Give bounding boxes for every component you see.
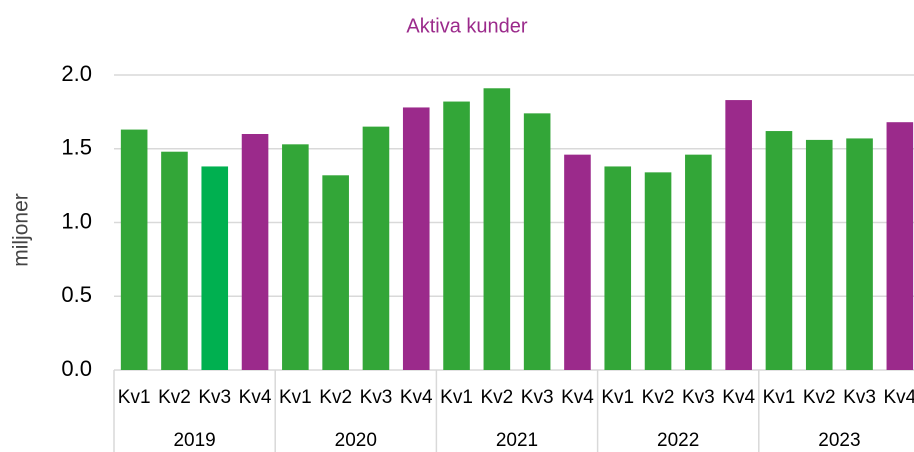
x-tick-label: Kv2 xyxy=(319,387,352,408)
group-label: 2023 xyxy=(818,430,860,451)
bar xyxy=(685,154,712,370)
x-tick-label: Kv2 xyxy=(642,387,675,408)
bar xyxy=(564,154,591,370)
x-tick-label: Kv2 xyxy=(803,387,836,408)
bar xyxy=(846,138,873,370)
x-tick-label: Kv3 xyxy=(360,387,393,408)
x-tick-label: Kv1 xyxy=(279,387,312,408)
x-tick-label: Kv3 xyxy=(682,387,715,408)
x-tick-label: Kv3 xyxy=(198,387,231,408)
group-label: 2022 xyxy=(657,430,699,451)
bar xyxy=(644,172,672,370)
y-axis-label: miljoner xyxy=(10,193,33,267)
y-tick-label: 1.0 xyxy=(61,208,92,233)
group-label: 2021 xyxy=(496,430,538,451)
bar xyxy=(886,122,914,370)
x-tick-label: Kv3 xyxy=(521,387,554,408)
bar xyxy=(402,107,430,370)
bar xyxy=(483,88,511,371)
x-tick-label: Kv1 xyxy=(601,387,634,408)
x-tick-label: Kv4 xyxy=(400,387,433,408)
x-tick-label: Kv1 xyxy=(440,387,473,408)
x-tick-label: Kv4 xyxy=(239,387,272,408)
bar xyxy=(322,175,349,370)
x-tick-label: Kv3 xyxy=(843,387,876,408)
bar xyxy=(443,101,470,371)
x-tick-label: Kv4 xyxy=(883,387,914,408)
y-tick-label: 2.0 xyxy=(61,61,92,86)
x-tick-label: Kv2 xyxy=(480,387,513,408)
y-tick-label: 0.0 xyxy=(61,356,92,381)
bar xyxy=(604,166,632,370)
bar xyxy=(201,166,229,370)
bar xyxy=(805,139,833,370)
x-tick-label: Kv4 xyxy=(561,387,594,408)
group-label: 2019 xyxy=(173,430,215,451)
y-tick-label: 1.5 xyxy=(61,135,92,160)
x-tick-label: Kv4 xyxy=(722,387,755,408)
x-tick-label: Kv1 xyxy=(118,387,151,408)
x-tick-label: Kv1 xyxy=(763,387,796,408)
x-tick-label: Kv2 xyxy=(158,387,191,408)
bar xyxy=(765,131,793,370)
bar xyxy=(725,100,752,370)
bar xyxy=(282,144,309,370)
bar xyxy=(362,126,390,370)
y-tick-label: 0.5 xyxy=(61,282,92,307)
chart-title: Aktiva kunder xyxy=(406,15,528,37)
bar xyxy=(241,134,269,370)
bar xyxy=(523,113,551,370)
group-label: 2020 xyxy=(335,430,377,451)
bar xyxy=(161,151,188,370)
bar xyxy=(120,129,148,370)
